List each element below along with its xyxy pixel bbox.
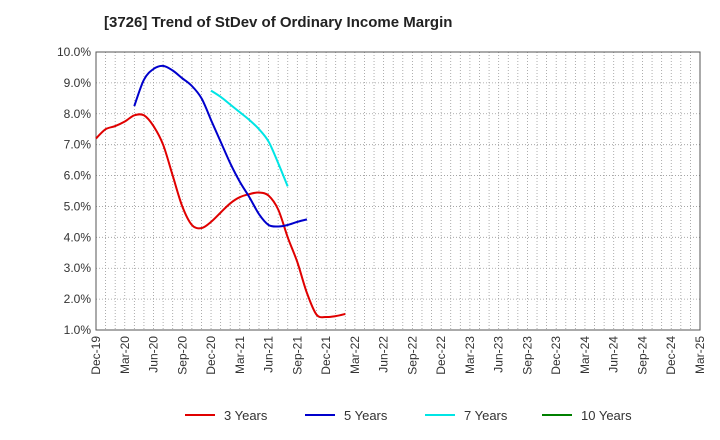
chart-title: [3726] Trend of StDev of Ordinary Income… xyxy=(104,14,453,31)
x-tick-label: Dec-19 xyxy=(89,336,103,375)
x-tick-label: Jun-23 xyxy=(492,336,506,373)
x-tick-label: Mar-23 xyxy=(463,336,477,374)
y-tick-label: 9.0% xyxy=(64,76,92,90)
y-tick-label: 3.0% xyxy=(64,261,92,275)
x-tick-label: Dec-20 xyxy=(204,336,218,375)
x-tick-label: Jun-20 xyxy=(147,336,161,373)
x-tick-label: Dec-24 xyxy=(664,336,678,375)
y-tick-label: 5.0% xyxy=(64,199,92,213)
x-tick-label: Mar-20 xyxy=(118,336,132,374)
series-line-7-years xyxy=(210,89,289,187)
x-tick-label: Sep-20 xyxy=(175,336,189,375)
legend: 3 Years 5 Years 7 Years 10 Years xyxy=(185,408,632,423)
legend-label: 7 Years xyxy=(464,408,508,423)
y-tick-label: 6.0% xyxy=(64,169,92,183)
series-line-5-years xyxy=(133,64,308,228)
grid xyxy=(96,52,700,330)
x-tick-label: Mar-21 xyxy=(233,336,247,374)
x-tick-label: Dec-23 xyxy=(549,336,563,375)
x-tick-label: Dec-22 xyxy=(434,336,448,375)
x-tick-label: Dec-21 xyxy=(319,336,333,375)
x-tick-label: Mar-24 xyxy=(578,336,592,374)
x-tick-label: Jun-21 xyxy=(262,336,276,373)
x-tick-label: Sep-23 xyxy=(520,336,534,375)
y-tick-label: 8.0% xyxy=(64,107,92,121)
plot-frame xyxy=(95,51,701,331)
x-tick-label: Jun-22 xyxy=(377,336,391,373)
x-tick-label: Mar-25 xyxy=(693,336,707,374)
y-axis: 1.0% 2.0% 3.0% 4.0% 5.0% 6.0% 7.0% 8.0% 9.0% 10.0… xyxy=(57,45,91,337)
x-tick-label: Sep-24 xyxy=(635,336,649,375)
series-line-3-years xyxy=(95,113,346,319)
legend-label: 10 Years xyxy=(581,408,632,423)
y-tick-label: 1.0% xyxy=(64,323,92,337)
x-tick-label: Sep-21 xyxy=(290,336,304,375)
y-tick-label: 10.0% xyxy=(57,45,91,59)
x-axis: Dec-19 Mar-20 Jun-20 Sep-20 Dec-20 Mar-21 Jun-… xyxy=(89,336,707,375)
legend-label: 3 Years xyxy=(224,408,268,423)
x-tick-label: Mar-22 xyxy=(348,336,362,374)
x-tick-label: Sep-22 xyxy=(405,336,419,375)
legend-label: 5 Years xyxy=(344,408,388,423)
series-lines xyxy=(95,64,346,319)
y-tick-label: 2.0% xyxy=(64,292,92,306)
y-tick-label: 4.0% xyxy=(64,230,92,244)
y-tick-label: 7.0% xyxy=(64,138,92,152)
x-tick-label: Jun-24 xyxy=(607,336,621,373)
